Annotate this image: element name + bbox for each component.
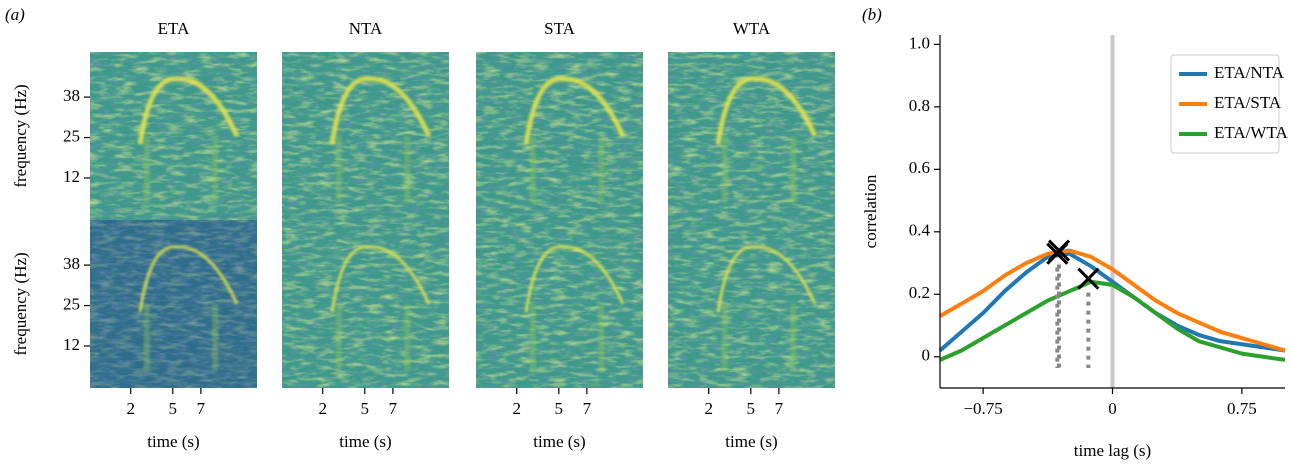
x-tick-label: −0.75 xyxy=(963,399,1002,418)
x-tick-label: 0 xyxy=(1108,399,1117,418)
y-tick-label: 0.4 xyxy=(909,221,931,240)
legend-label: ETA/STA xyxy=(1214,93,1282,112)
spectrogram-texture xyxy=(282,220,449,388)
panel-title: STA xyxy=(544,19,575,38)
y-tick-label: 1.0 xyxy=(909,33,930,52)
y-tick-label: 38 xyxy=(63,254,80,273)
line-series xyxy=(938,251,1286,353)
whistle-body xyxy=(529,136,605,204)
whistle-arc xyxy=(137,76,240,145)
x-tick-label: 7 xyxy=(389,399,398,418)
line-series xyxy=(939,279,1286,362)
whistle-body xyxy=(335,136,411,204)
x-axis-label: time (s) xyxy=(147,432,199,451)
panel-label: (a) xyxy=(5,5,25,24)
x-axis-label: time lag (s) xyxy=(1074,441,1151,460)
y-tick-label: 0.6 xyxy=(909,158,930,177)
x-axis-label: time (s) xyxy=(725,432,777,451)
spectrogram-texture xyxy=(476,220,643,388)
spectrogram-texture xyxy=(668,220,835,388)
legend-box xyxy=(1170,54,1280,154)
panel-label: (b) xyxy=(862,5,882,24)
x-axis-label: time (s) xyxy=(533,432,585,451)
x-tick-label: 2 xyxy=(126,399,135,418)
spectrogram-texture xyxy=(90,220,257,388)
peak-marker xyxy=(1077,267,1100,290)
x-tick-label: 7 xyxy=(583,399,592,418)
whistle-arc xyxy=(329,76,432,145)
whistle-body xyxy=(335,304,411,372)
whistle-body xyxy=(529,304,605,372)
whistle-arc xyxy=(524,245,625,313)
whistle-arc xyxy=(716,245,817,313)
x-tick-label: 5 xyxy=(555,399,564,418)
panel-title: NTA xyxy=(349,19,383,38)
legend-label: ETA/NTA xyxy=(1214,63,1285,82)
y-tick-label: 38 xyxy=(63,86,80,105)
y-tick-label: 0 xyxy=(922,346,931,365)
y-tick-label: 0.2 xyxy=(909,283,930,302)
y-axis-label: frequency (Hz) xyxy=(11,84,30,187)
whistle-body xyxy=(721,136,797,204)
y-axis-label: correlation xyxy=(861,174,880,248)
line-series xyxy=(938,248,1286,353)
y-tick-label: 25 xyxy=(63,126,80,145)
whistle-arc xyxy=(523,76,626,145)
panel-title: ETA xyxy=(158,19,190,38)
whistle-arc xyxy=(715,76,818,145)
x-tick-label: 2 xyxy=(704,399,713,418)
x-tick-label: 2 xyxy=(512,399,521,418)
y-tick-label: 12 xyxy=(63,335,80,354)
x-tick-label: 7 xyxy=(197,399,206,418)
whistle-body xyxy=(143,136,219,204)
y-tick-label: 0.8 xyxy=(909,96,930,115)
y-tick-label: 25 xyxy=(63,294,80,313)
y-tick-label: 12 xyxy=(63,167,80,186)
x-tick-label: 7 xyxy=(775,399,784,418)
x-tick-label: 5 xyxy=(169,399,178,418)
whistle-body xyxy=(721,304,797,372)
whistle-arc xyxy=(330,245,431,313)
x-tick-label: 2 xyxy=(318,399,327,418)
x-tick-label: 0.75 xyxy=(1227,399,1257,418)
x-tick-label: 5 xyxy=(361,399,370,418)
whistle-body xyxy=(143,304,219,372)
panel-title: WTA xyxy=(733,19,771,38)
x-tick-label: 5 xyxy=(747,399,756,418)
y-axis-label: frequency (Hz) xyxy=(11,252,30,355)
legend-label: ETA/WTA xyxy=(1214,123,1288,142)
peak-marker xyxy=(1047,239,1071,262)
x-axis-label: time (s) xyxy=(339,432,391,451)
whistle-arc xyxy=(138,245,239,313)
